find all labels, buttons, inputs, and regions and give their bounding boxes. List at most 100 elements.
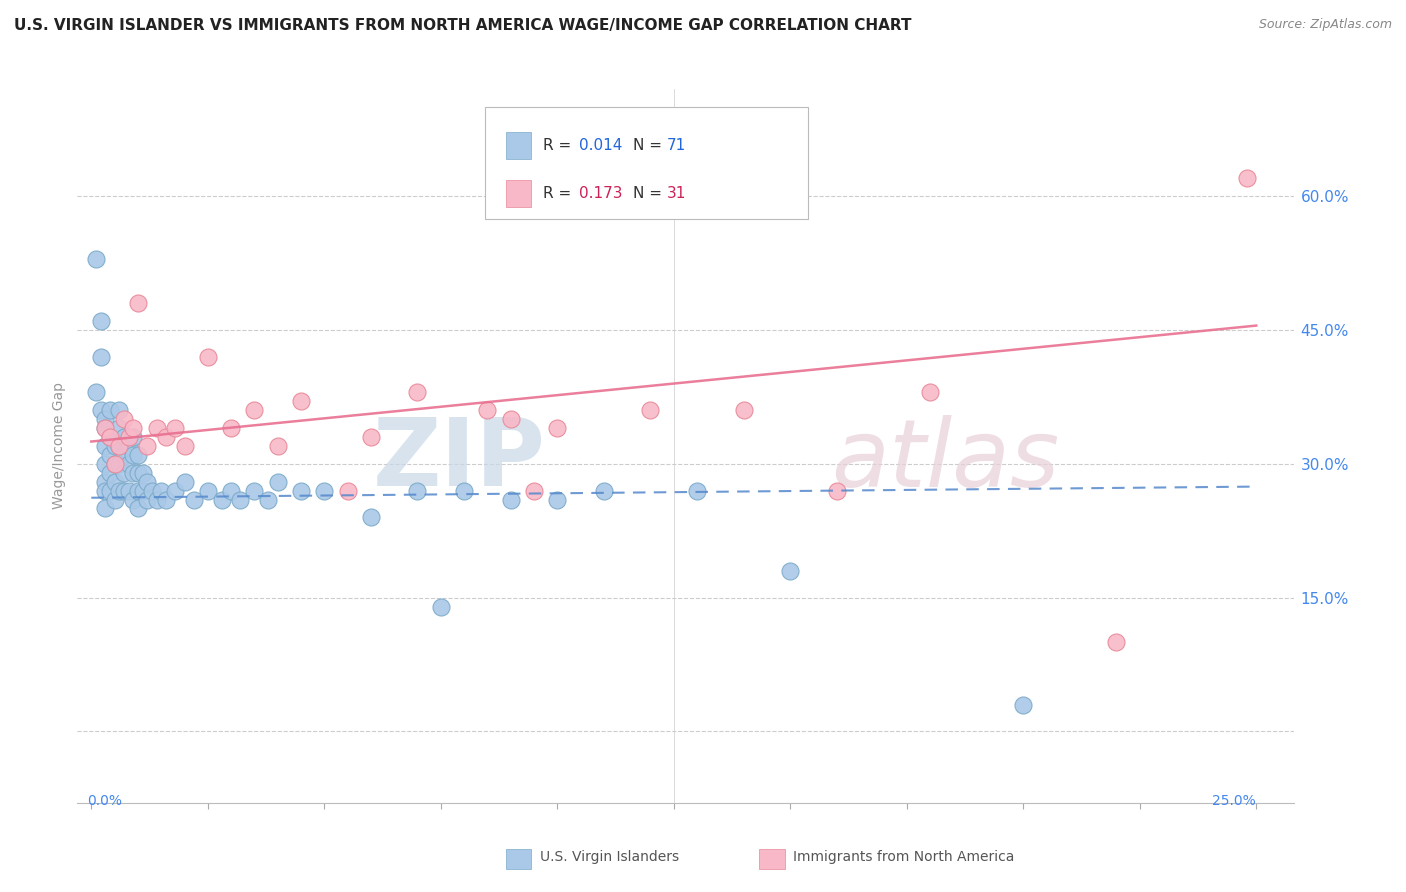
Point: [98, 483, 121, 498]
Point: [104, 457, 127, 471]
Point: [90, 403, 112, 417]
Point: [98, 466, 121, 480]
Point: [84, 385, 107, 400]
Point: [219, 483, 242, 498]
Text: R =: R =: [543, 138, 576, 153]
Point: [406, 483, 429, 498]
Text: Immigrants from North America: Immigrants from North America: [793, 850, 1014, 864]
Point: [112, 448, 135, 462]
Point: [219, 421, 242, 435]
Point: [523, 483, 546, 498]
Point: [112, 466, 135, 480]
Text: N =: N =: [633, 186, 666, 201]
Point: [117, 483, 139, 498]
Text: 71: 71: [666, 138, 686, 153]
Point: [477, 403, 499, 417]
Point: [122, 448, 145, 462]
Point: [84, 252, 107, 266]
Point: [267, 475, 290, 489]
Point: [90, 350, 112, 364]
Point: [243, 403, 266, 417]
Point: [360, 510, 382, 524]
Point: [183, 492, 205, 507]
Point: [150, 483, 173, 498]
Text: atlas: atlas: [831, 415, 1060, 506]
Point: [104, 475, 127, 489]
Point: [243, 483, 266, 498]
Point: [145, 492, 167, 507]
Point: [104, 439, 127, 453]
Point: [117, 430, 139, 444]
Point: [360, 430, 382, 444]
Point: [165, 483, 187, 498]
Point: [122, 430, 145, 444]
Point: [546, 492, 568, 507]
Point: [104, 457, 127, 471]
Point: [108, 403, 131, 417]
Point: [145, 421, 167, 435]
Point: [90, 314, 112, 328]
Point: [136, 439, 159, 453]
Text: 31: 31: [666, 186, 686, 201]
Point: [173, 475, 195, 489]
Point: [94, 501, 117, 516]
Point: [94, 439, 117, 453]
Point: [117, 439, 139, 453]
Point: [336, 483, 359, 498]
Point: [546, 421, 568, 435]
Text: N =: N =: [633, 138, 666, 153]
Text: ZIP: ZIP: [373, 414, 546, 507]
Text: Source: ZipAtlas.com: Source: ZipAtlas.com: [1258, 18, 1392, 31]
Point: [197, 483, 219, 498]
Text: 0.173: 0.173: [579, 186, 623, 201]
Point: [640, 403, 662, 417]
Point: [593, 483, 616, 498]
Point: [499, 412, 522, 426]
Point: [94, 457, 117, 471]
Point: [267, 439, 290, 453]
Point: [211, 492, 233, 507]
Point: [112, 412, 135, 426]
Point: [122, 421, 145, 435]
Point: [229, 492, 252, 507]
Point: [127, 448, 149, 462]
Point: [108, 439, 131, 453]
Point: [406, 385, 429, 400]
Text: U.S. VIRGIN ISLANDER VS IMMIGRANTS FROM NORTH AMERICA WAGE/INCOME GAP CORRELATIO: U.S. VIRGIN ISLANDER VS IMMIGRANTS FROM …: [14, 18, 911, 33]
Point: [98, 403, 121, 417]
Point: [98, 430, 121, 444]
Point: [290, 394, 312, 409]
Point: [1012, 698, 1035, 712]
Point: [127, 466, 149, 480]
Point: [127, 483, 149, 498]
Point: [94, 412, 117, 426]
Point: [131, 466, 153, 480]
Point: [453, 483, 475, 498]
Point: [112, 483, 135, 498]
Point: [104, 492, 127, 507]
Point: [136, 475, 159, 489]
Point: [136, 492, 159, 507]
Point: [686, 483, 709, 498]
Point: [779, 564, 801, 578]
Point: [98, 448, 121, 462]
Point: [94, 421, 117, 435]
Y-axis label: Wage/Income Gap: Wage/Income Gap: [52, 383, 66, 509]
Point: [108, 457, 131, 471]
Point: [430, 599, 453, 614]
Text: R =: R =: [543, 186, 576, 201]
Point: [197, 350, 219, 364]
Point: [257, 492, 280, 507]
Point: [94, 483, 117, 498]
Point: [825, 483, 848, 498]
Point: [155, 492, 177, 507]
Point: [108, 421, 131, 435]
Point: [131, 483, 153, 498]
Point: [499, 492, 522, 507]
Point: [314, 483, 336, 498]
Point: [141, 483, 163, 498]
Text: 0.0%: 0.0%: [87, 794, 122, 808]
Point: [165, 421, 187, 435]
Point: [127, 296, 149, 310]
Point: [290, 483, 312, 498]
